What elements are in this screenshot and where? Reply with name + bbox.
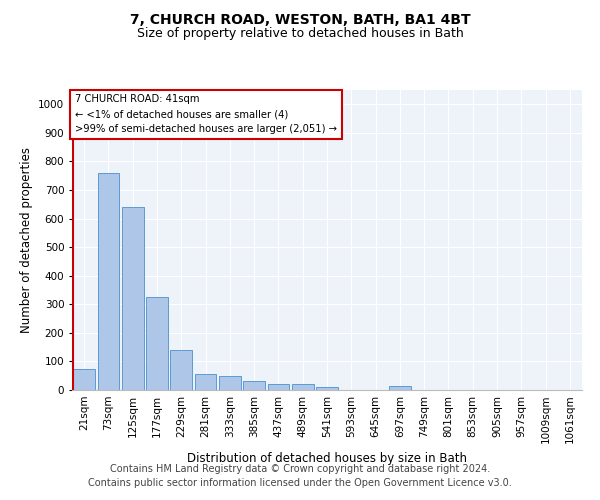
Text: 7, CHURCH ROAD, WESTON, BATH, BA1 4BT: 7, CHURCH ROAD, WESTON, BATH, BA1 4BT bbox=[130, 12, 470, 26]
Bar bbox=[170, 350, 192, 390]
Text: Contains HM Land Registry data © Crown copyright and database right 2024.
Contai: Contains HM Land Registry data © Crown c… bbox=[88, 464, 512, 487]
Bar bbox=[292, 384, 314, 390]
Bar bbox=[219, 376, 241, 390]
X-axis label: Distribution of detached houses by size in Bath: Distribution of detached houses by size … bbox=[187, 452, 467, 465]
Bar bbox=[268, 384, 289, 390]
Y-axis label: Number of detached properties: Number of detached properties bbox=[20, 147, 32, 333]
Text: 7 CHURCH ROAD: 41sqm
← <1% of detached houses are smaller (4)
>99% of semi-detac: 7 CHURCH ROAD: 41sqm ← <1% of detached h… bbox=[74, 94, 337, 134]
Bar bbox=[122, 207, 143, 390]
Bar bbox=[243, 382, 265, 390]
Bar bbox=[194, 374, 217, 390]
Bar bbox=[146, 297, 168, 390]
Bar bbox=[389, 386, 411, 390]
Bar bbox=[316, 387, 338, 390]
Bar bbox=[73, 368, 95, 390]
Bar bbox=[97, 173, 119, 390]
Text: Size of property relative to detached houses in Bath: Size of property relative to detached ho… bbox=[137, 28, 463, 40]
